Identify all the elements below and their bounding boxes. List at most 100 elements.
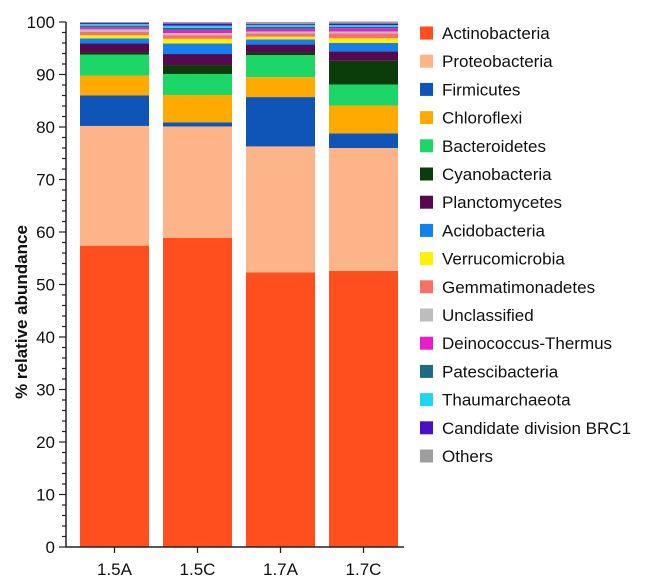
legend-swatch (420, 195, 433, 209)
y-tick-label: 80 (36, 118, 55, 137)
bar-segment-1.5A-thaumarchaeota (80, 24, 149, 26)
bar-segment-1.5C-firmicutes (163, 122, 232, 127)
legend-label: Unclassified (442, 306, 534, 325)
bar-segment-1.5A-verrucomicrobia (80, 35, 149, 39)
legend-swatch (420, 280, 433, 294)
bar-segment-1.5A-actinobacteria (80, 245, 149, 547)
bar-segment-1.5C-bacteroidetes (163, 73, 232, 95)
x-tick-label: 1.5C (180, 560, 216, 579)
bar-segment-1.5A-candidate-division-brc1 (80, 23, 149, 25)
y-tick-label: 30 (36, 381, 55, 400)
y-tick-label: 20 (36, 433, 55, 452)
axes-layer: 1.5A 1.5C 1.7A 1.7C 0 10 20 30 40 50 60 70 80 90 100 (27, 13, 404, 579)
bar-segment-1.7A-verrucomicrobia (246, 36, 315, 40)
bar-segment-1.7C-deinococcus-thermus (329, 28, 398, 32)
bar-segment-1.5A-deinococcus-thermus (80, 27, 149, 30)
legend-swatch (420, 449, 433, 463)
bar-segment-1.7C-patescibacteria (329, 26, 398, 29)
x-tick-label: 1.7A (263, 560, 299, 579)
bar-segment-1.5A-chloroflexi (80, 75, 149, 96)
bar-segment-1.5C-unclassified (163, 33, 232, 36)
bar-segment-1.7A-planctomycetes (246, 44, 315, 53)
legend-label: Others (442, 447, 493, 466)
legend-swatch (420, 26, 433, 40)
legend-label: Cyanobacteria (442, 165, 552, 184)
y-tick-label: 40 (36, 328, 55, 347)
bar-segment-1.7A-chloroflexi (246, 77, 315, 98)
bar-segment-1.7C-firmicutes (329, 133, 398, 148)
x-tick-label: 1.5A (97, 560, 133, 579)
y-tick-label: 50 (36, 276, 55, 295)
legend-label: Planctomycetes (442, 193, 562, 212)
bar-segment-1.5C-deinococcus-thermus (163, 29, 232, 34)
legend-label: Candidate division BRC1 (442, 419, 631, 438)
legend-swatch (420, 139, 433, 153)
bar-segment-1.5A-others (80, 22, 149, 24)
bar-segment-1.5C-chloroflexi (163, 94, 232, 123)
bar-segment-1.5A-acidobacteria (80, 38, 149, 44)
legend-swatch (420, 336, 433, 350)
x-tick-label: 1.7C (346, 560, 382, 579)
bar-segment-1.7C-candidate-division-brc1 (329, 23, 398, 26)
bar-segment-1.7A-bacteroidetes (246, 55, 315, 78)
legend-label: Gemmatimonadetes (442, 278, 595, 297)
y-tick-label: 70 (36, 171, 55, 190)
bar-segment-1.7C-unclassified (329, 31, 398, 34)
legend-label: Patescibacteria (442, 362, 559, 381)
legend-swatch (420, 223, 433, 237)
bar-segment-1.5A-patescibacteria (80, 25, 149, 28)
bar-segment-1.5C-proteobacteria (163, 126, 232, 238)
legend: Actinobacteria Proteobacteria Firmicutes Ch… (420, 24, 631, 466)
legend-swatch (420, 111, 433, 125)
bar-segment-1.7A-firmicutes (246, 97, 315, 147)
bar-segment-1.7C-others (329, 21, 398, 24)
bar-segment-1.7A-deinococcus-thermus (246, 28, 315, 32)
bar-segment-1.5A-planctomycetes (80, 43, 149, 53)
y-tick-label: 0 (46, 538, 55, 557)
bar-segment-1.5C-gemmatimonadetes (163, 35, 232, 39)
bar-segment-1.7A-others (246, 22, 315, 25)
legend-label: Bacteroidetes (442, 137, 546, 156)
bar-segment-1.7C-bacteroidetes (329, 84, 398, 106)
bar-segment-1.5C-planctomycetes (163, 54, 232, 66)
y-tick-label: 90 (36, 66, 55, 85)
bar-segment-1.5A-unclassified (80, 29, 149, 32)
y-tick-label: 60 (36, 223, 55, 242)
bar-segment-1.7A-gemmatimonadetes (246, 33, 315, 37)
bar-segment-1.7A-cyanobacteria (246, 52, 315, 56)
bar-segment-1.7C-acidobacteria (329, 43, 398, 52)
y-axis-label: % relative abundance (12, 225, 31, 399)
legend-swatch (420, 308, 433, 322)
legend-label: Verrucomicrobia (442, 250, 565, 269)
legend-label: Thaumarchaeota (442, 391, 571, 410)
bar-segment-1.5C-others (163, 22, 232, 24)
bar-segment-1.7A-thaumarchaeota (246, 25, 315, 27)
bar-segment-1.5A-gemmatimonadetes (80, 31, 149, 36)
bar-segment-1.7C-proteobacteria (329, 148, 398, 271)
legend-swatch (420, 82, 433, 96)
legend-label: Deinococcus-Thermus (442, 334, 612, 353)
bar-segment-1.7C-verrucomicrobia (329, 38, 398, 43)
bar-segment-1.5A-bacteroidetes (80, 54, 149, 76)
legend-label: Chloroflexi (442, 109, 522, 128)
bar-segment-1.7A-patescibacteria (246, 26, 315, 29)
legend-label: Proteobacteria (442, 52, 553, 71)
bar-segment-1.7A-acidobacteria (246, 39, 315, 45)
bar-segment-1.5C-candidate-division-brc1 (163, 23, 232, 26)
bar-segment-1.5C-actinobacteria (163, 237, 232, 547)
bar-segment-1.7C-gemmatimonadetes (329, 33, 398, 39)
bar-segment-1.5C-cyanobacteria (163, 65, 232, 74)
bar-segment-1.7C-chloroflexi (329, 105, 398, 134)
legend-label: Acidobacteria (442, 221, 546, 240)
bar-segment-1.7C-planctomycetes (329, 51, 398, 61)
legend-swatch (420, 393, 433, 407)
legend-swatch (420, 54, 433, 68)
bar-segment-1.5C-verrucomicrobia (163, 38, 232, 44)
bar-segment-1.5C-acidobacteria (163, 43, 232, 55)
bar-segment-1.5C-patescibacteria (163, 27, 232, 30)
legend-swatch (420, 421, 433, 435)
bar-segment-1.7C-thaumarchaeota (329, 25, 398, 27)
y-tick-label: 100 (27, 13, 55, 32)
